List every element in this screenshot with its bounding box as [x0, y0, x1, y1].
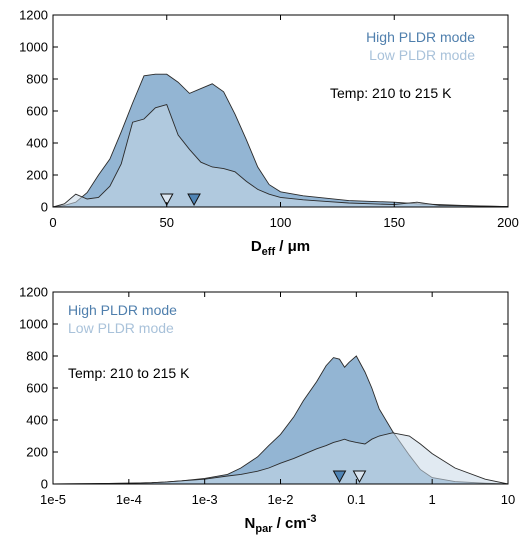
chart-panel-1: 0 200 400 600 800 1000 1200 0 50 100 150 200 Deff / … [19, 8, 519, 259]
y-tick-label: 1000 [19, 317, 48, 332]
x-tick-label: 1 [429, 492, 436, 507]
x-axis-title-main: N [245, 515, 256, 532]
temperature-annotation: Temp: 210 to 215 K [330, 85, 452, 101]
y-tick-label: 600 [26, 381, 48, 396]
legend-entry-high-pldr: High PLDR mode [366, 29, 475, 45]
marker-low-pldr [159, 193, 174, 207]
chart-panel-2: 0 200 400 600 800 1000 1200 1e-5 1e-4 1e-3 1e-2 0.1… [19, 285, 515, 536]
marker-low-pldr [352, 470, 367, 484]
x-tick-label: 0 [49, 215, 56, 230]
x-tick-label: 0.1 [347, 492, 365, 507]
x-axis-title-sub: eff [262, 246, 276, 258]
y-tick-label: 400 [26, 413, 48, 428]
x-axis-title-unit: / μm [275, 238, 310, 255]
x-tick-label: 50 [160, 215, 174, 230]
legend-entry-low-pldr: Low PLDR mode [68, 320, 174, 336]
y-tick-label: 1200 [19, 285, 48, 300]
area-series-low-pldr [53, 104, 508, 207]
x-tick-label: 1e-5 [40, 492, 66, 507]
x-tick-label: 150 [383, 215, 405, 230]
x-tick-label: 1e-2 [267, 492, 293, 507]
y-tick-label: 200 [26, 168, 48, 183]
y-tick-label: 800 [26, 349, 48, 364]
x-tick-label: 10 [501, 492, 515, 507]
x-axis-title-sup: -3 [307, 513, 317, 525]
y-tick-label: 400 [26, 136, 48, 151]
y-tick-label: 1200 [19, 8, 48, 23]
marker-high-pldr [332, 470, 347, 484]
x-axis-title: Deff / μm [251, 238, 310, 258]
y-tick-label: 800 [26, 72, 48, 87]
x-tick-label: 100 [270, 215, 292, 230]
temperature-annotation: Temp: 210 to 215 K [68, 365, 190, 381]
area-series-low-pldr [53, 432, 508, 484]
x-tick-label: 1e-4 [116, 492, 142, 507]
y-tick-label: 1000 [19, 40, 48, 55]
y-tick-label: 0 [41, 200, 48, 215]
x-axis-title: Npar / cm-3 [245, 513, 317, 535]
marker-high-pldr [187, 193, 201, 207]
x-axis-title-unit: / cm [273, 515, 307, 532]
y-tick-label: 200 [26, 445, 48, 460]
y-tick-label: 0 [41, 477, 48, 492]
x-axis-title-main: D [251, 238, 262, 255]
x-axis-title-sub: par [255, 523, 273, 535]
x-tick-label: 1e-3 [192, 492, 218, 507]
y-tick-label: 600 [26, 104, 48, 119]
legend-entry-low-pldr: Low PLDR mode [369, 47, 475, 63]
x-tick-label: 200 [497, 215, 519, 230]
legend-entry-high-pldr: High PLDR mode [68, 302, 177, 318]
